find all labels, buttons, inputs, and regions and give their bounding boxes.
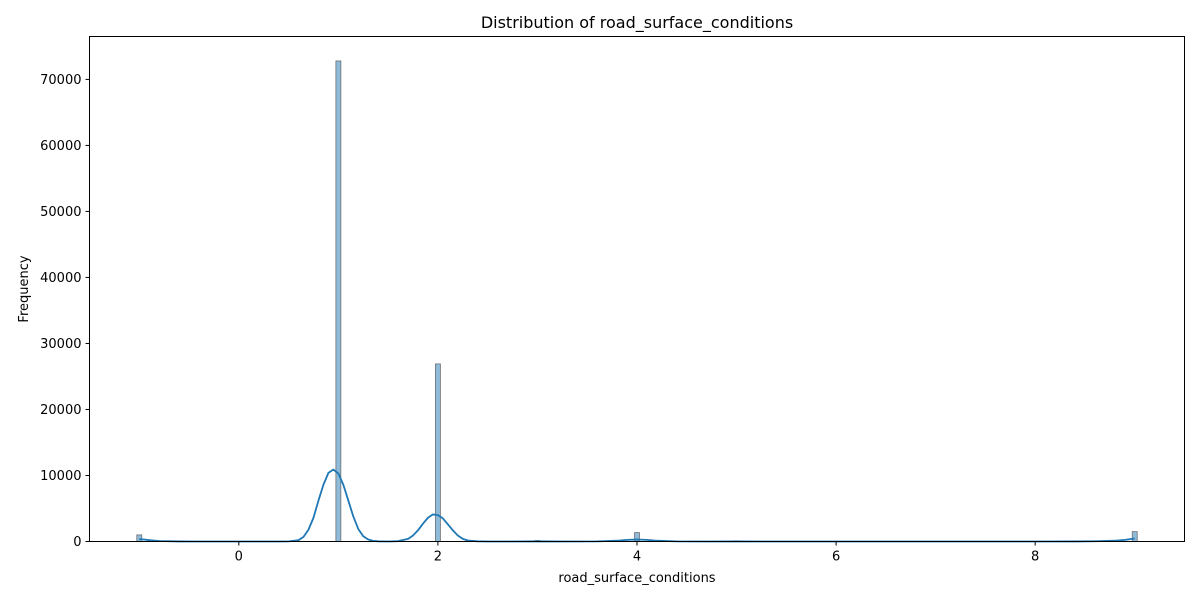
y-tick-label: 70000	[40, 73, 81, 88]
y-tick-label: 30000	[40, 337, 81, 352]
x-tick-label: 0	[235, 550, 243, 565]
x-tick-label: 2	[434, 550, 442, 565]
y-axis: 0 10000 20000 30000 40000 50000 60000 70000	[40, 73, 90, 550]
y-tick-label: 60000	[40, 139, 81, 154]
x-tick-label: 6	[832, 550, 840, 565]
x-tick-label: 4	[633, 550, 641, 565]
y-tick-label: 40000	[40, 271, 81, 286]
y-axis-label: Frequency	[17, 255, 32, 322]
y-tick-label: 20000	[40, 403, 81, 418]
y-tick-label: 50000	[40, 205, 81, 220]
x-axis: 0 2 4 6 8	[235, 541, 1039, 565]
y-tick-label: 10000	[40, 469, 81, 484]
histogram-bar	[136, 534, 143, 542]
chart-title: Distribution of road_surface_conditions	[481, 13, 793, 33]
histogram-bar	[1131, 531, 1138, 542]
y-tick-label: 0	[73, 535, 81, 550]
histogram-bar	[335, 60, 342, 542]
x-axis-label: road_surface_conditions	[558, 571, 715, 586]
x-tick-label: 8	[1031, 550, 1039, 565]
